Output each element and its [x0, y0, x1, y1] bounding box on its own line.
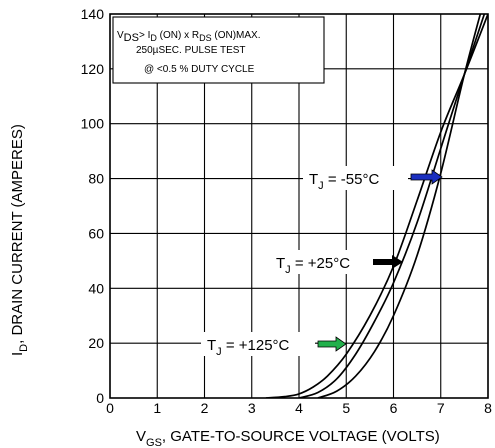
series-label-plus125: TJ = +125°C — [201, 332, 347, 358]
y-tick-label-5: 100 — [81, 116, 105, 132]
test-conditions-note: VDS> ID (ON) x RDS (ON)MAX. 250µSEC. PUL… — [112, 16, 325, 84]
series-label-plus25: TJ = +25°C — [271, 250, 403, 276]
curve-tj-plus125 — [317, 14, 482, 398]
series-arrow-plus125 — [317, 336, 347, 352]
y-tick-label-1: 20 — [88, 335, 104, 351]
x-tick-label-3: 3 — [248, 400, 256, 416]
x-tick-label-4: 4 — [295, 400, 303, 416]
note-box — [112, 16, 325, 84]
x-tick-label-7: 7 — [437, 400, 445, 416]
series-label-plus125-text: TJ = +125°C — [207, 337, 290, 358]
curve-tj-minus55 — [265, 14, 488, 398]
note-line-3: @ <0.5 % DUTY CYCLE — [144, 64, 255, 75]
x-tick-label-0: 0 — [106, 400, 114, 416]
y-tick-label-3: 60 — [88, 225, 104, 241]
series-label-minus55-bg — [303, 166, 408, 190]
curve-tj-plus25 — [298, 14, 486, 398]
series-label-plus25-text: TJ = +25°C — [276, 255, 350, 276]
curves — [265, 14, 488, 398]
y-tick-label-7: 140 — [81, 6, 105, 22]
series-arrow-minus55 — [410, 169, 443, 185]
y-tick-labels: 0 20 40 60 80 100 120 140 — [81, 6, 105, 406]
y-tick-label-2: 40 — [88, 280, 104, 296]
series-label-minus55: TJ = -55°C — [303, 166, 443, 192]
series-label-minus55-text: TJ = -55°C — [309, 171, 379, 192]
series-label-plus125-bg — [201, 332, 315, 356]
note-line-1: VDS> ID (ON) x RDS (ON)MAX. — [117, 30, 260, 44]
y-tick-label-4: 80 — [88, 171, 104, 187]
x-tick-label-6: 6 — [390, 400, 398, 416]
plot-frame — [109, 13, 489, 399]
x-tick-label-5: 5 — [342, 400, 350, 416]
y-axis-title: ID, DRAIN CURRENT (AMPERES) — [9, 124, 30, 356]
y-tick-label-0: 0 — [96, 390, 104, 406]
series-arrow-plus25 — [373, 255, 403, 269]
series-label-plus25-bg — [271, 250, 373, 274]
x-tick-labels: 0 1 2 3 4 5 6 7 8 — [106, 400, 492, 416]
x-axis-title: VGS, GATE-TO-SOURCE VOLTAGE (VOLTS) — [136, 428, 440, 448]
x-tick-label-8: 8 — [484, 400, 492, 416]
y-tick-label-6: 120 — [81, 61, 105, 77]
note-line-2: 250µSEC. PULSE TEST — [136, 45, 246, 56]
x-tick-label-1: 1 — [153, 400, 161, 416]
x-tick-label-2: 2 — [201, 400, 209, 416]
